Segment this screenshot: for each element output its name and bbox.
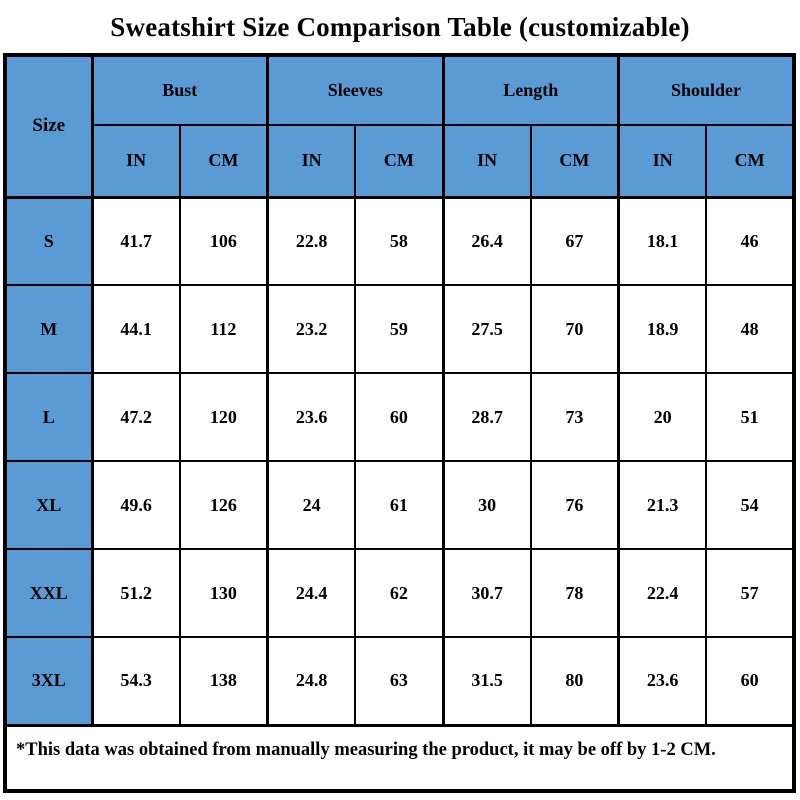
size-row-header: M <box>4 284 93 374</box>
table-row-m: M 44.1 112 23.2 59 27.5 70 18.9 48 <box>4 284 795 374</box>
data-cell: 24 <box>266 460 357 550</box>
group-header-row: Size Bust Sleeves Length Shoulder <box>4 54 795 198</box>
data-cell: 27.5 <box>441 284 532 374</box>
data-cell: 67 <box>529 195 620 286</box>
data-cell: 54 <box>705 460 795 550</box>
table-row-l: L 47.2 120 23.6 60 28.7 73 20 51 <box>4 372 795 462</box>
unit-header-length-cm: CM <box>529 124 620 198</box>
data-cell: 23.6 <box>617 636 708 726</box>
table-row-3xl: 3XL 54.3 138 24.8 63 31.5 80 23.6 60 <box>4 636 795 726</box>
group-header-bust: Bust <box>90 54 269 126</box>
data-cell: 130 <box>178 548 269 638</box>
data-cell: 76 <box>529 460 620 550</box>
data-cell: 58 <box>354 195 444 286</box>
data-cell: 30.7 <box>441 548 532 638</box>
data-cell: 57 <box>705 548 795 638</box>
data-cell: 62 <box>354 548 444 638</box>
size-row-header: S <box>4 195 93 286</box>
size-row-header: L <box>4 372 93 462</box>
unit-header-row: IN CM IN CM IN CM IN CM <box>5 124 795 198</box>
data-cell: 51.2 <box>90 548 181 638</box>
unit-header-bust-in: IN <box>90 124 181 198</box>
data-cell: 23.2 <box>266 284 357 374</box>
data-cell: 31.5 <box>441 636 532 726</box>
footnote-text: *This data was obtained from manually me… <box>4 723 795 792</box>
data-cell: 24.8 <box>266 636 357 726</box>
data-cell: 120 <box>178 372 269 462</box>
data-cell: 24.4 <box>266 548 357 638</box>
data-cell: 60 <box>705 636 795 726</box>
unit-header-shoulder-in: IN <box>617 124 708 198</box>
data-cell: 21.3 <box>617 460 708 550</box>
table-row-s: S 41.7 106 22.8 58 26.4 67 18.1 46 <box>4 195 795 286</box>
data-cell: 28.7 <box>441 372 532 462</box>
data-cell: 138 <box>178 636 269 726</box>
data-cell: 80 <box>529 636 620 726</box>
data-cell: 126 <box>178 460 269 550</box>
data-cell: 20 <box>617 372 708 462</box>
data-cell: 78 <box>529 548 620 638</box>
unit-header-bust-cm: CM <box>178 124 269 198</box>
data-cell: 46 <box>705 195 795 286</box>
data-cell: 60 <box>354 372 444 462</box>
data-cell: 59 <box>354 284 444 374</box>
data-cell: 106 <box>178 195 269 286</box>
size-row-header: XL <box>4 460 93 550</box>
unit-header-sleeves-cm: CM <box>354 124 444 198</box>
data-cell: 22.4 <box>617 548 708 638</box>
data-cell: 70 <box>529 284 620 374</box>
table-row-xl: XL 49.6 126 24 61 30 76 21.3 54 <box>4 460 795 550</box>
group-header-sleeves: Sleeves <box>266 54 444 126</box>
data-cell: 48 <box>705 284 795 374</box>
data-cell: 61 <box>354 460 444 550</box>
data-cell: 73 <box>529 372 620 462</box>
size-comparison-table: Size Bust Sleeves Length Shoulder IN CM … <box>3 53 796 793</box>
unit-header-sleeves-in: IN <box>266 124 357 198</box>
group-header-shoulder: Shoulder <box>617 54 795 126</box>
data-cell: 44.1 <box>90 284 181 374</box>
footnote-row: *This data was obtained from manually me… <box>4 723 795 792</box>
data-cell: 18.9 <box>617 284 708 374</box>
data-cell: 41.7 <box>90 195 181 286</box>
group-header-length: Length <box>441 54 620 126</box>
unit-header-length-in: IN <box>441 124 532 198</box>
size-row-header: XXL <box>4 548 93 638</box>
data-cell: 30 <box>441 460 532 550</box>
data-cell: 47.2 <box>90 372 181 462</box>
table-row-xxl: XXL 51.2 130 24.4 62 30.7 78 22.4 57 <box>4 548 795 638</box>
data-cell: 51 <box>705 372 795 462</box>
data-cell: 49.6 <box>90 460 181 550</box>
data-cell: 22.8 <box>266 195 357 286</box>
size-row-header: 3XL <box>4 636 93 726</box>
data-cell: 23.6 <box>266 372 357 462</box>
data-cell: 63 <box>354 636 444 726</box>
data-cell: 26.4 <box>441 195 532 286</box>
page-title: Sweatshirt Size Comparison Table (custom… <box>110 12 690 42</box>
unit-header-shoulder-cm: CM <box>705 124 795 198</box>
data-cell: 18.1 <box>617 195 708 286</box>
size-column-header: Size <box>4 54 93 198</box>
data-cell: 54.3 <box>90 636 181 726</box>
data-cell: 112 <box>178 284 269 374</box>
